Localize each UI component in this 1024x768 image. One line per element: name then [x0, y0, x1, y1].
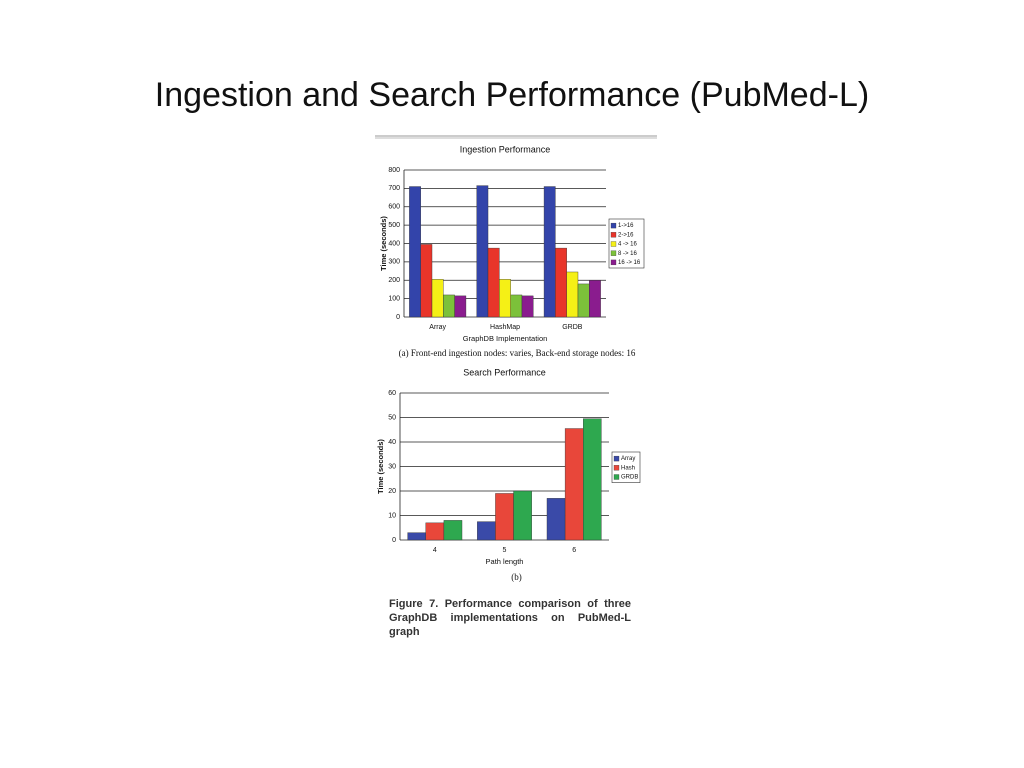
- y-tick-label: 0: [396, 314, 400, 321]
- legend-label: 2->16: [618, 232, 634, 238]
- x-tick-label: 4: [433, 547, 437, 554]
- legend-swatch: [610, 222, 617, 229]
- y-tick-label: 30: [388, 463, 396, 470]
- y-tick-label: 60: [388, 390, 396, 397]
- x-axis-label: Path length: [486, 557, 524, 566]
- legend-label: Hash: [621, 465, 635, 471]
- y-tick-label: 200: [388, 277, 400, 284]
- y-tick-label: 40: [388, 439, 396, 446]
- x-axis-label: GraphDB Implementation: [463, 334, 548, 343]
- bar: [487, 247, 500, 318]
- bar: [431, 279, 444, 318]
- bar: [583, 418, 602, 541]
- legend-swatch: [610, 232, 617, 238]
- bar: [443, 294, 455, 318]
- legend-swatch: [610, 250, 617, 256]
- chart-caption: (a) Front-end ingestion nodes: varies, B…: [399, 348, 636, 358]
- bar: [476, 185, 489, 318]
- bar: [499, 279, 511, 318]
- y-axis-label: Time (seconds): [376, 439, 385, 494]
- y-tick-label: 100: [388, 295, 400, 302]
- legend-label: Array: [621, 456, 635, 462]
- legend-swatch: [613, 455, 620, 462]
- figure-caption: Figure 7. Performance comparison of thre…: [389, 598, 631, 638]
- legend-label: GRDB: [621, 475, 638, 481]
- bar: [513, 490, 532, 541]
- bar: [420, 244, 433, 318]
- bar: [521, 295, 534, 318]
- slide-title: Ingestion and Search Performance (PubMed…: [155, 76, 869, 114]
- bar: [454, 295, 467, 318]
- legend-label: 16 -> 16: [618, 260, 641, 266]
- y-tick-label: 300: [388, 259, 400, 266]
- x-tick-label: 5: [503, 547, 507, 554]
- bar: [477, 521, 496, 541]
- chart-title: Search Performance: [463, 367, 546, 377]
- y-tick-label: 0: [392, 537, 396, 544]
- y-tick-label: 700: [388, 185, 400, 192]
- bar: [510, 294, 523, 318]
- bar: [407, 532, 426, 541]
- bar: [409, 186, 421, 318]
- bar: [589, 280, 601, 318]
- legend-label: 1->16: [618, 223, 634, 229]
- y-tick-label: 400: [388, 240, 400, 247]
- legend-label: 4 -> 16: [618, 242, 638, 248]
- y-tick-label: 50: [388, 414, 396, 421]
- bar: [577, 283, 590, 318]
- legend-swatch: [610, 241, 617, 247]
- legend-label: 8 -> 16: [618, 251, 638, 257]
- bar: [425, 522, 445, 541]
- legend-swatch: [610, 259, 617, 266]
- bar: [495, 493, 514, 541]
- x-tick-label: GRDB: [562, 324, 583, 331]
- bar: [546, 498, 566, 541]
- y-axis-label: Time (seconds): [379, 216, 388, 271]
- y-tick-label: 500: [388, 222, 400, 229]
- legend-swatch: [613, 474, 620, 480]
- chart-title: Ingestion Performance: [460, 144, 551, 154]
- bar: [566, 271, 579, 318]
- bar: [564, 428, 584, 541]
- x-tick-label: HashMap: [490, 324, 520, 331]
- bar: [555, 247, 567, 318]
- y-tick-label: 20: [388, 488, 396, 495]
- bar: [543, 186, 556, 318]
- x-tick-label: Array: [429, 324, 446, 331]
- x-tick-label: 6: [572, 547, 576, 554]
- bar: [443, 520, 463, 541]
- chart-caption: (b): [511, 572, 522, 582]
- legend-swatch: [613, 465, 620, 471]
- y-tick-label: 600: [388, 204, 400, 211]
- y-tick-label: 10: [388, 512, 396, 519]
- y-tick-label: 800: [388, 167, 400, 174]
